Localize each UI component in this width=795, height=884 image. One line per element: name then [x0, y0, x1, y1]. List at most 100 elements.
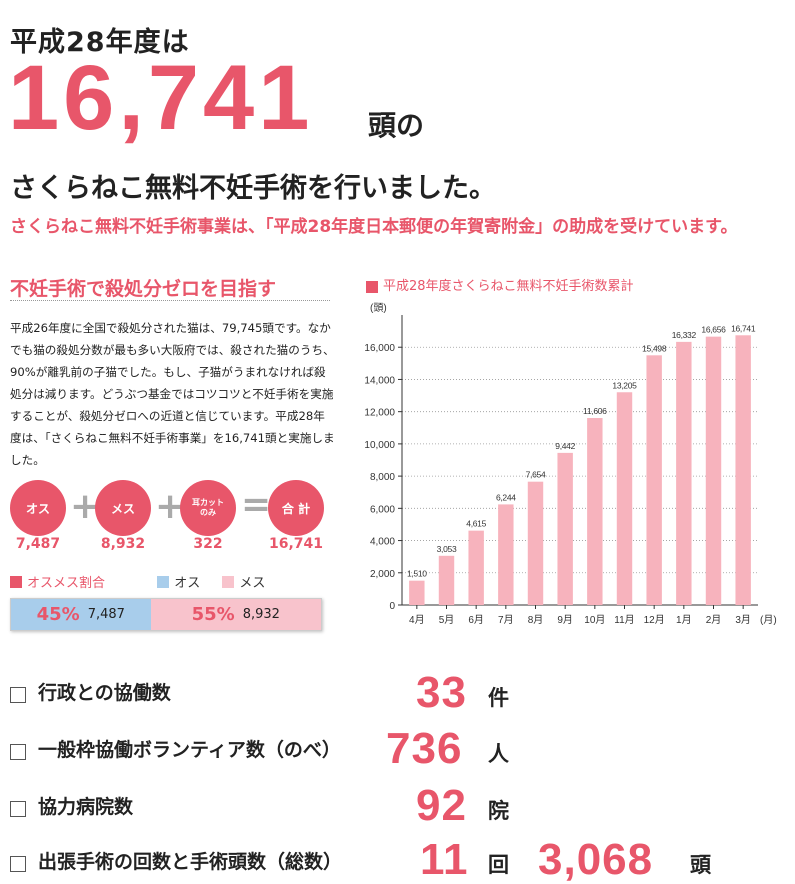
stat-row-outreach: 出張手術の回数と手術頭数（総数）: [10, 847, 342, 874]
gender-ratio-bar: 45% 7,487 55% 8,932: [10, 598, 322, 631]
grant-note: さくらねこ無料不妊手術事業は、「平成28年度日本郵便の年賀寄附金」の助成を受けて…: [10, 217, 738, 237]
mesu-ratio-count: 8,932: [242, 607, 280, 622]
section-divider: [10, 300, 330, 301]
stat-number: 736: [386, 724, 463, 773]
equals-sign: =: [241, 484, 272, 525]
stat-number: 33: [416, 668, 467, 717]
checkbox-icon: [10, 686, 26, 703]
total-circle-label: 合 計: [281, 501, 311, 516]
x-tick-label: 6月: [468, 614, 484, 626]
osu-legend-swatch: [157, 575, 170, 588]
bar: [468, 530, 484, 605]
data-label: 16,741: [731, 323, 756, 333]
x-tick-label: 1月: [676, 614, 692, 626]
osu-legend-label: オス: [174, 576, 201, 591]
stat-row-volunteers: 一般枠協働ボランティア数（のべ）: [10, 735, 341, 762]
x-tick-label: 4月: [409, 614, 425, 626]
bar: [409, 580, 425, 605]
stat-unit: 件: [488, 686, 509, 710]
checkbox-icon: [10, 800, 26, 817]
ratio-legend-title: オスメス割合: [27, 576, 106, 591]
checkbox-icon: [10, 743, 26, 760]
mesu-pct: 55%: [191, 604, 235, 625]
bar: [616, 392, 633, 605]
ear-cut-count: 322: [193, 536, 223, 552]
total-circle: 合 計: [268, 480, 324, 536]
main-headline: さくらねこ無料不妊手術を行いました。: [10, 173, 496, 204]
mesu-legend-label: メス: [239, 576, 266, 591]
y-tick-label: 12,000: [364, 408, 395, 419]
mesu-legend-swatch: [222, 575, 235, 588]
x-tick-label: 8月: [528, 614, 544, 626]
data-label: 4,615: [466, 519, 486, 529]
bar: [646, 355, 662, 605]
chart-title: 平成28年度さくらねこ無料不妊手術数累計: [383, 279, 634, 294]
checkbox-icon: [10, 855, 26, 872]
x-tick-label: 10月: [584, 614, 605, 626]
data-label: 9,442: [555, 441, 575, 451]
data-label: 16,332: [672, 330, 697, 340]
cumulative-surgery-bar-chart: (頭) 0 2,000 4,000 6,000 8,000 10,000 12,000 14,0…: [364, 302, 777, 626]
x-tick-label: 7月: [498, 614, 514, 626]
year-heading: 平成28年度は: [10, 27, 190, 58]
osu-ratio-segment: 45% 7,487: [11, 599, 151, 630]
y-tick-label: 2,000: [370, 569, 395, 580]
osu-ratio-count: 7,487: [87, 607, 125, 622]
stat-number: 92: [416, 781, 467, 830]
osu-circle: オス: [10, 480, 66, 536]
bar: [676, 341, 692, 605]
data-label: 1,510: [407, 569, 427, 579]
bar: [705, 336, 722, 605]
ratio-legend-swatch: [10, 575, 22, 588]
stat-number-secondary: 3,068: [538, 835, 654, 884]
total-count: 16,741: [8, 47, 314, 149]
x-axis-unit: (月): [760, 614, 777, 626]
y-tick-label: 8,000: [370, 472, 395, 483]
section-title: 不妊手術で殺処分ゼロを目指す: [10, 278, 277, 300]
data-label: 6,244: [496, 492, 516, 502]
mesu-circle-label: メス: [110, 501, 135, 516]
total-count-suffix: 頭の: [368, 109, 425, 142]
ear-cut-circle-label: 耳カット のみ: [192, 498, 224, 517]
mesu-count: 8,932: [100, 536, 146, 552]
y-tick-label: 10,000: [364, 440, 395, 451]
stat-unit: 回: [488, 853, 509, 877]
chart-legend: 平成28年度さくらねこ無料不妊手術数累計: [366, 275, 634, 294]
x-tick-label: 12月: [644, 614, 665, 626]
stat-label: 一般枠協働ボランティア数（のべ）: [38, 739, 341, 761]
y-tick-label: 0: [389, 601, 395, 612]
stat-row-hospitals: 協力病院数: [10, 792, 133, 819]
stat-number: 11: [420, 835, 469, 884]
mesu-circle: メス: [95, 480, 151, 536]
ear-cut-circle: 耳カット のみ: [180, 480, 236, 536]
y-tick-label: 6,000: [370, 504, 395, 515]
x-tick-label: 2月: [706, 614, 722, 626]
ratio-legend: オスメス割合 オス メス: [10, 571, 265, 591]
data-label: 15,498: [642, 343, 667, 353]
data-label: 7,654: [526, 470, 546, 480]
bar: [527, 481, 544, 605]
y-tick-label: 14,000: [364, 375, 395, 386]
bar: [438, 555, 455, 605]
stat-label: 出張手術の回数と手術頭数（総数）: [38, 851, 343, 873]
x-tick-label: 9月: [557, 614, 573, 626]
data-label: 16,656: [701, 325, 726, 335]
chart-legend-swatch: [366, 280, 378, 293]
osu-circle-label: オス: [25, 501, 50, 516]
data-label: 11,606: [583, 406, 607, 416]
stat-label: 協力病院数: [38, 796, 134, 818]
osu-count: 7,487: [15, 536, 61, 552]
stat-unit: 院: [488, 799, 509, 823]
osu-pct: 45%: [36, 604, 80, 625]
total-sum: 16,741: [268, 536, 324, 552]
y-tick-label: 4,000: [370, 537, 395, 548]
stat-unit: 人: [488, 742, 509, 766]
bar: [498, 504, 514, 605]
x-tick-label: 3月: [735, 614, 751, 626]
y-axis-label: (頭): [370, 302, 387, 314]
section-paragraph: 平成26年度に全国で殺処分された猫は、79,745頭です。なかでも猫の殺処分数が…: [10, 321, 335, 467]
y-tick-label: 16,000: [364, 343, 395, 354]
data-label: 13,205: [612, 380, 637, 390]
bar: [557, 452, 573, 605]
x-tick-label: 11月: [614, 614, 634, 626]
